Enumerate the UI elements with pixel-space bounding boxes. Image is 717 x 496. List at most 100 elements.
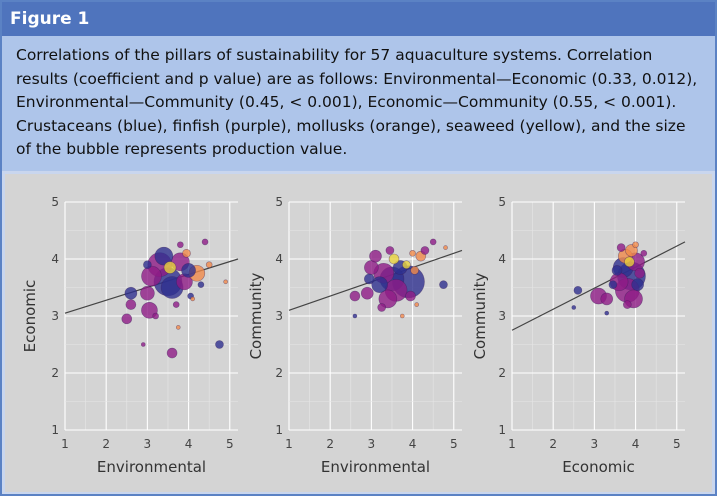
- y-tick-label: 3: [51, 309, 59, 323]
- bubble-point-seaweed: [388, 253, 400, 265]
- y-tick-label: 5: [498, 195, 506, 209]
- bubble-point-finfish: [420, 246, 430, 255]
- bubble-point-mollusks: [410, 266, 419, 275]
- x-tick-label: 4: [409, 437, 417, 451]
- y-axis-label: Community: [471, 272, 489, 359]
- y-axis-label: Community: [247, 272, 265, 359]
- x-tick-label: 1: [61, 437, 69, 451]
- bubble-point-crustaceans: [364, 273, 375, 285]
- bubble-point-mollusks: [632, 241, 639, 249]
- bubble-point-mollusks: [399, 313, 405, 319]
- bubble-point-finfish: [349, 290, 361, 302]
- y-tick-label: 3: [498, 309, 506, 323]
- y-tick-label: 4: [51, 252, 59, 266]
- bubble-point-finfish: [152, 312, 159, 320]
- x-axis-label: Economic: [562, 458, 635, 476]
- bubble-point-finfish: [360, 286, 374, 300]
- bubble-point-crustaceans: [197, 281, 205, 288]
- bubble-point-crustaceans: [143, 260, 152, 269]
- bubble-point-finfish: [177, 241, 184, 249]
- bubble-point-mollusks: [190, 296, 195, 302]
- bubble-point-crustaceans: [439, 280, 448, 289]
- bubble-point-mollusks: [205, 261, 213, 268]
- x-tick-label: 3: [591, 437, 599, 451]
- bubble-point-crustaceans: [215, 340, 224, 349]
- y-tick-label: 3: [275, 309, 283, 323]
- y-tick-label: 5: [275, 195, 283, 209]
- x-tick-label: 5: [226, 437, 234, 451]
- bubble-point-finfish: [623, 300, 632, 309]
- bubble-point-crustaceans: [611, 265, 623, 276]
- bubble-point-finfish: [369, 249, 382, 263]
- y-tick-label: 5: [51, 195, 59, 209]
- bubble-point-crustaceans: [608, 280, 618, 289]
- y-tick-label: 2: [498, 366, 506, 380]
- x-tick-label: 1: [285, 437, 293, 451]
- plot-area: 1 2 3 4 5 1 2 3 4 5 Environmental Economic 1 2 3 4 5 1 2 3 4…: [5, 174, 712, 492]
- figure-label: Figure 1: [2, 2, 715, 36]
- x-axis-label: Environmental: [321, 458, 430, 476]
- bubble-point-mollusks: [223, 279, 228, 285]
- y-tick-label: 1: [498, 423, 506, 437]
- bubble-point-finfish: [600, 292, 614, 306]
- figure-caption: Correlations of the pillars of sustainab…: [2, 36, 715, 171]
- charts-svg: 1 2 3 4 5 1 2 3 4 5 Environmental Economic 1 2 3 4 5 1 2 3 4…: [21, 195, 686, 476]
- bubble-point-finfish: [378, 289, 398, 309]
- y-tick-label: 1: [275, 423, 283, 437]
- bubble-point-seaweed: [163, 261, 177, 274]
- bubble-point-mollusks: [414, 302, 419, 307]
- x-tick-label: 4: [632, 437, 640, 451]
- bubble-point-finfish: [377, 303, 386, 312]
- y-tick-label: 1: [51, 423, 59, 437]
- bubble-point-crustaceans: [371, 276, 388, 293]
- bubble-point-finfish: [364, 260, 379, 275]
- x-tick-label: 2: [549, 437, 557, 451]
- x-tick-label: 5: [450, 437, 458, 451]
- bubble-point-finfish: [201, 238, 209, 246]
- bubble-point-crustaceans: [571, 305, 577, 310]
- bubble-point-finfish: [385, 246, 395, 255]
- bubble-point-finfish: [634, 267, 645, 279]
- x-tick-label: 3: [368, 437, 376, 451]
- trend-line: [511, 241, 686, 331]
- chart-panel-3: 1 2 3 4 5 1 2 3 4 5 Economic Community: [471, 195, 686, 476]
- bubble-point-finfish: [121, 313, 133, 325]
- y-tick-label: 2: [275, 366, 283, 380]
- y-tick-label: 4: [275, 252, 283, 266]
- bubble-point-crustaceans: [352, 313, 358, 319]
- bubble-point-crustaceans: [124, 286, 138, 300]
- x-tick-label: 1: [508, 437, 516, 451]
- bubble-point-finfish: [172, 301, 180, 308]
- bubble-point-mollusks: [409, 250, 416, 257]
- y-tick-label: 2: [51, 366, 59, 380]
- y-axis-label: Economic: [21, 280, 39, 353]
- x-tick-label: 5: [673, 437, 681, 451]
- x-tick-label: 3: [144, 437, 152, 451]
- bubble-point-finfish: [141, 265, 162, 287]
- bubble-point-finfish: [140, 285, 155, 301]
- bubble-point-seaweed: [402, 260, 411, 269]
- bubble-point-crustaceans: [573, 286, 583, 295]
- chart-panel-1: 1 2 3 4 5 1 2 3 4 5 Environmental Economic: [21, 195, 239, 476]
- bubble-point-mollusks: [175, 325, 181, 330]
- bubble-point-crustaceans: [631, 278, 644, 291]
- bubble-point-finfish: [125, 299, 137, 310]
- bubble-point-finfish: [405, 290, 416, 302]
- bubble-point-finfish: [640, 250, 648, 257]
- chart-panel-2: 1 2 3 4 5 1 2 3 4 5 Environmental Community: [247, 195, 463, 476]
- bubble-point-crustaceans: [604, 310, 610, 316]
- bubble-point-finfish: [140, 342, 146, 347]
- bubble-point-finfish: [166, 347, 178, 359]
- x-tick-label: 2: [102, 437, 110, 451]
- bubble-point-finfish: [429, 238, 437, 246]
- y-tick-label: 4: [498, 252, 506, 266]
- bubble-point-mollusks: [182, 249, 191, 258]
- bubble-point-crustaceans: [181, 263, 196, 278]
- bubble-point-finfish: [616, 243, 626, 252]
- x-tick-label: 2: [326, 437, 334, 451]
- bubble-point-seaweed: [624, 256, 635, 268]
- x-tick-label: 4: [185, 437, 193, 451]
- x-axis-label: Environmental: [97, 458, 206, 476]
- bubble-point-mollusks: [443, 245, 448, 250]
